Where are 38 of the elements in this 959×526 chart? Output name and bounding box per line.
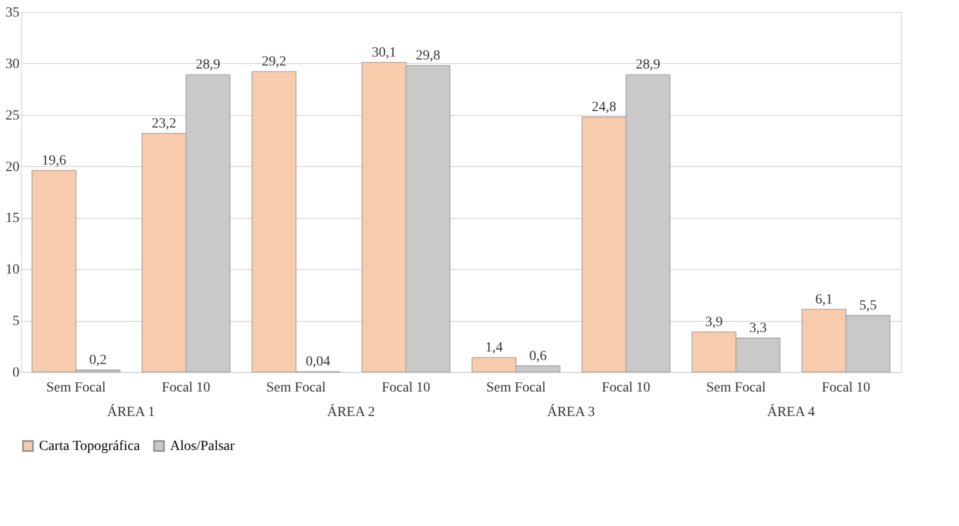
text: ÁREA 3 xyxy=(547,403,595,420)
x-tick-label: Focal 10 xyxy=(822,380,870,396)
x-tick-label: Sem Focal xyxy=(486,380,546,396)
data-label: 28,9 xyxy=(636,58,660,73)
x-tick-label: Sem Focal xyxy=(706,380,766,396)
data-label: 29,8 xyxy=(416,48,440,64)
y-tick-label: 20 xyxy=(6,160,20,175)
data-label: 29,2 xyxy=(262,54,286,70)
data-label: 30,1 xyxy=(372,45,396,60)
x-tick-label: Focal 10 xyxy=(162,380,210,396)
text: ÁREA 2 xyxy=(327,403,375,420)
data-label: 5,5 xyxy=(859,298,877,314)
data-label: 3,9 xyxy=(705,314,723,330)
y-tick-label: 30 xyxy=(6,56,20,72)
text: ÁREA 4 xyxy=(767,403,815,420)
y-tick-label: 25 xyxy=(6,108,20,124)
y-tick-label: 5 xyxy=(12,314,20,330)
y-tick-label: 35 xyxy=(6,6,20,20)
data-label: 6,1 xyxy=(815,292,833,308)
data-label: 1,4 xyxy=(485,340,503,356)
legend-label: Alos/Palsar xyxy=(170,439,235,454)
data-label: 3,3 xyxy=(749,321,767,336)
data-label: 19,6 xyxy=(42,153,66,168)
data-label: 28,9 xyxy=(196,58,220,73)
data-label: 0,04 xyxy=(306,354,330,370)
x-tick-label: Focal 10 xyxy=(602,380,650,396)
data-label: 0,6 xyxy=(529,348,547,364)
y-tick-label: 10 xyxy=(6,262,20,278)
legend-label: Carta Topográfica xyxy=(39,439,141,454)
text: ÁREA 1 xyxy=(107,403,155,420)
x-tick-label: Sem Focal xyxy=(266,380,326,396)
y-tick-label: 0 xyxy=(12,366,20,380)
data-label: 0,2 xyxy=(89,352,107,368)
data-label: 24,8 xyxy=(592,100,616,115)
x-tick-label: Focal 10 xyxy=(382,380,430,396)
x-tick-label: Sem Focal xyxy=(46,380,106,396)
y-tick-label: 15 xyxy=(6,211,20,226)
data-label: 23,2 xyxy=(152,116,176,132)
